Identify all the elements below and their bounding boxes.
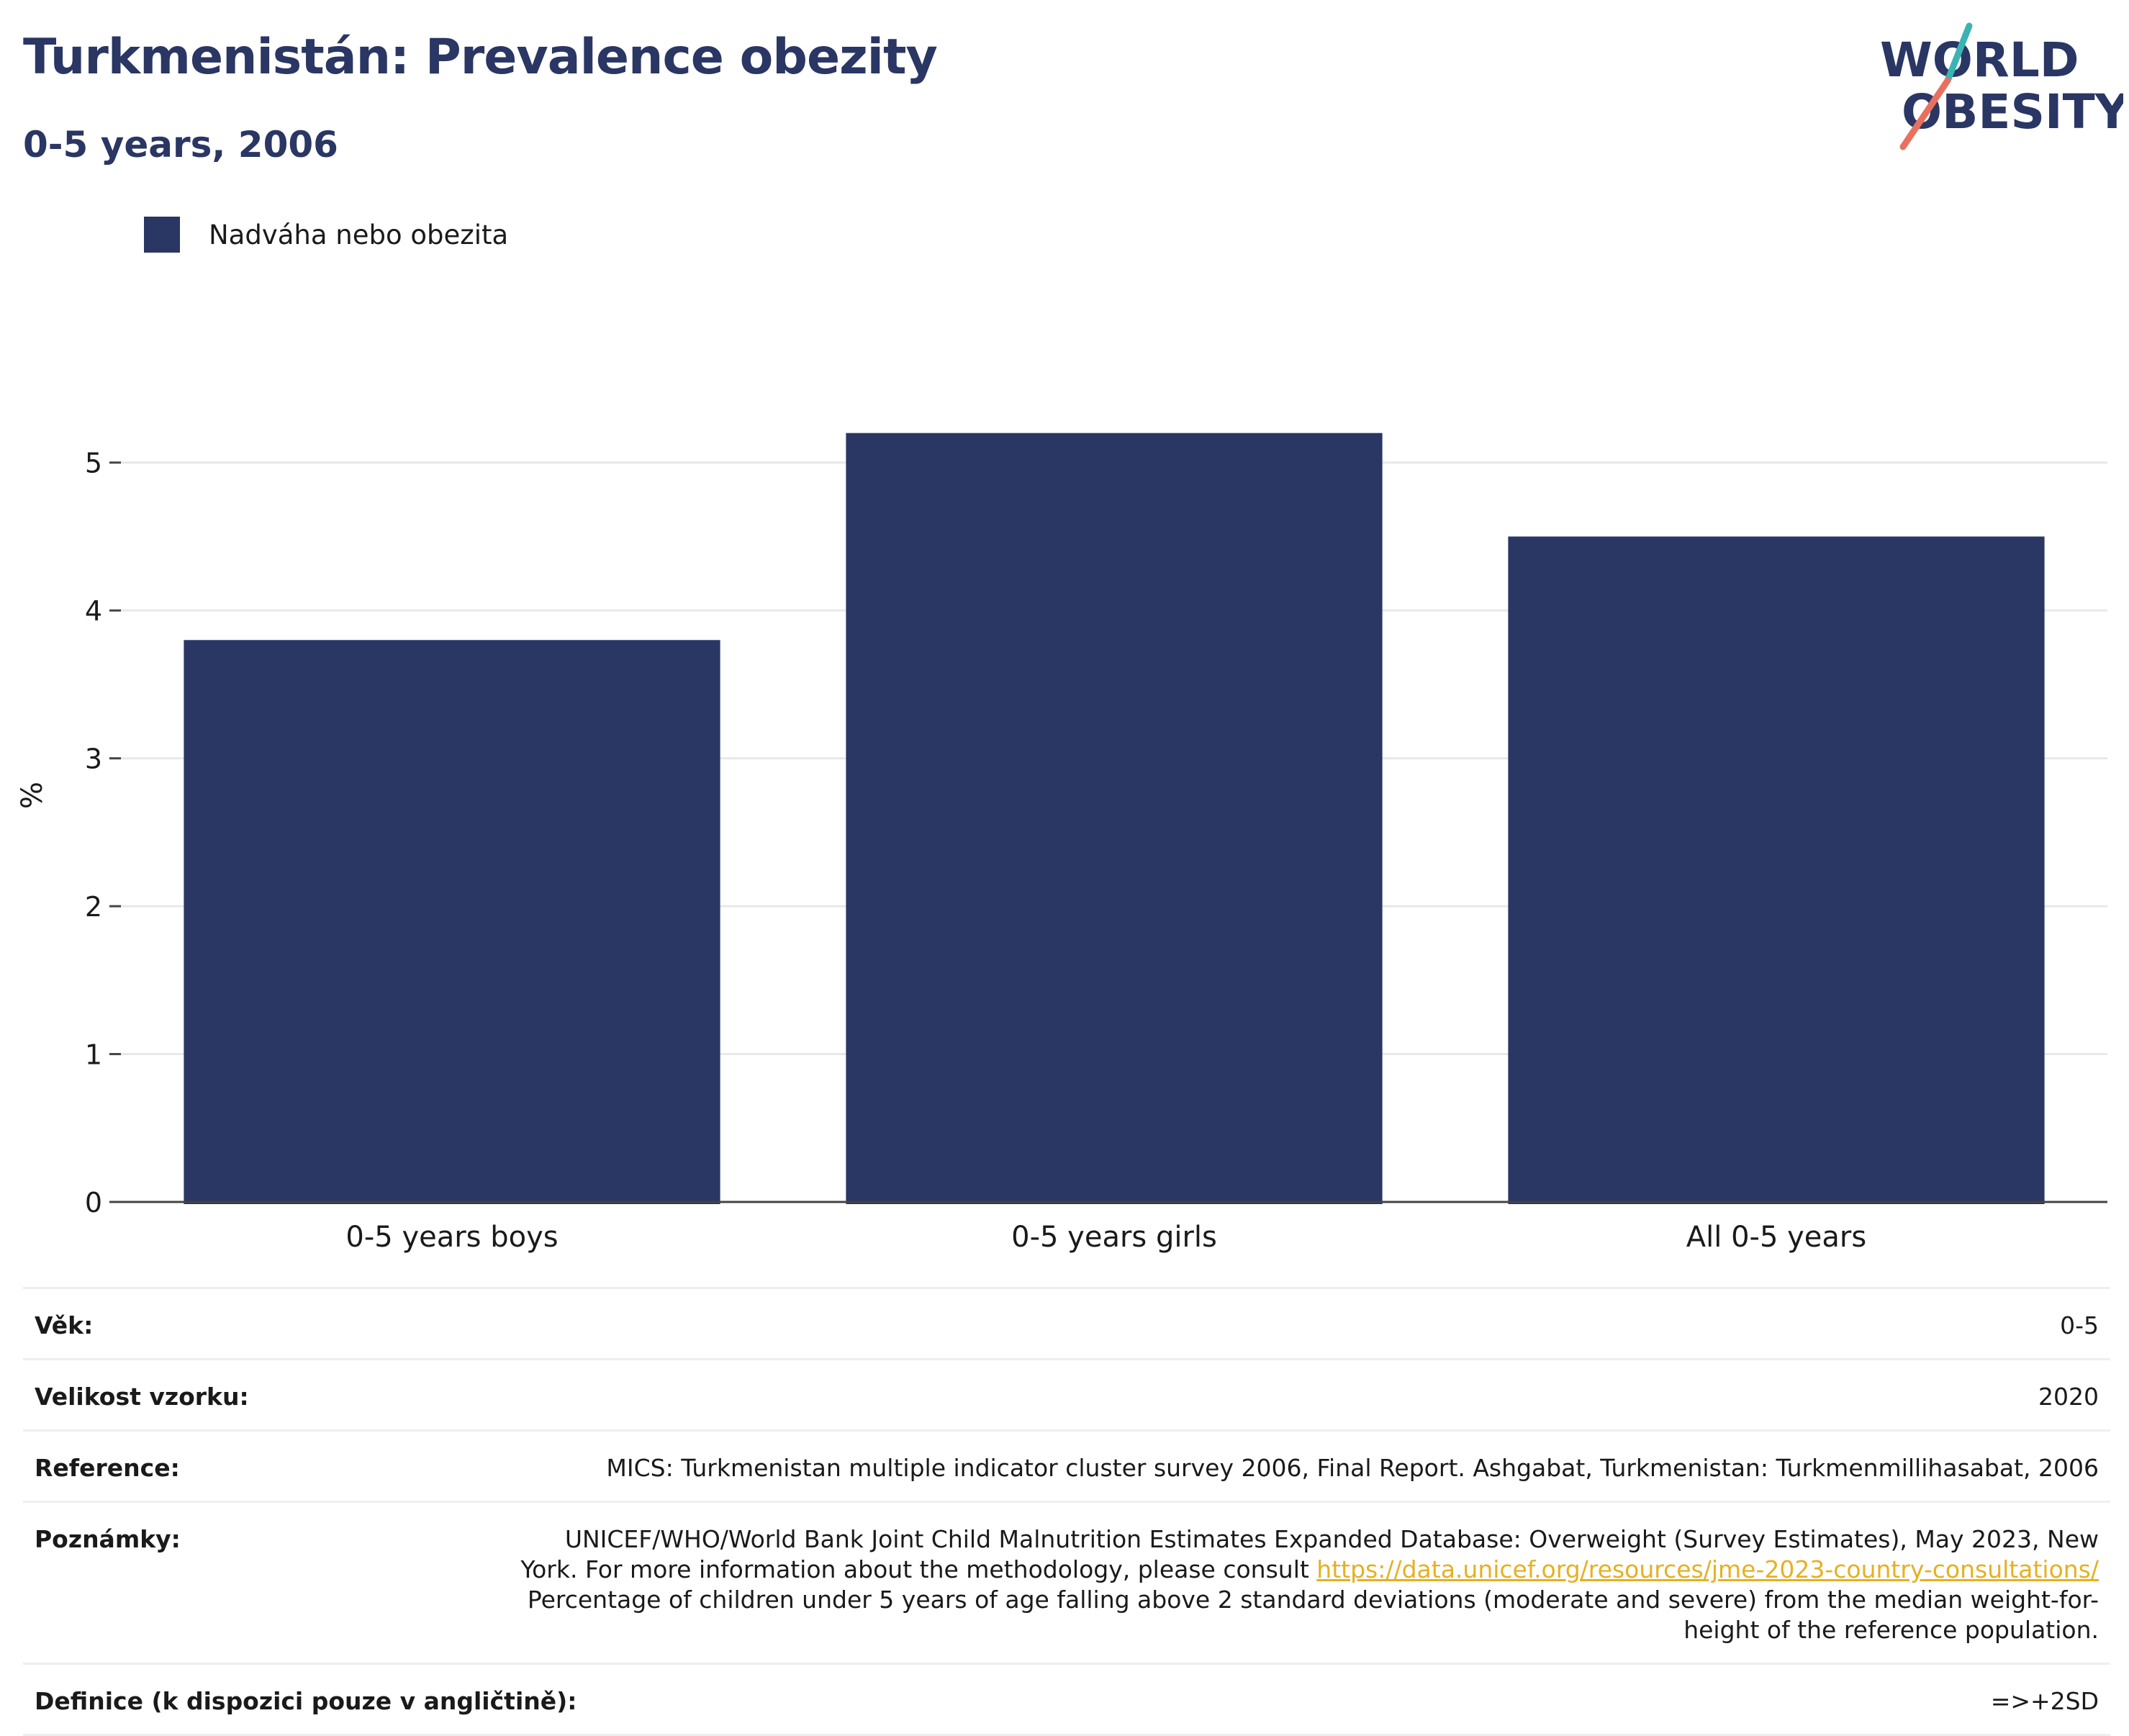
legend[interactable]: Nadváha nebo obezita xyxy=(144,213,508,256)
logo-line1: WORLD xyxy=(1880,32,2079,88)
world-obesity-logo: WORLD OBESITY xyxy=(1880,22,2123,150)
x-tick-label: All 0-5 years xyxy=(1686,1221,1866,1254)
y-tick-label: 4 xyxy=(85,595,102,627)
x-tick-label: 0-5 years boys xyxy=(345,1221,558,1254)
bar[interactable] xyxy=(846,433,1383,1204)
y-axis-ticks: 0 1 2 3 4 5 xyxy=(85,448,121,1219)
notes-line-4: height of the reference population. xyxy=(1683,1616,2099,1644)
meta-age-label: Věk: xyxy=(35,1311,94,1339)
chart-subtitle: 0-5 years, 2006 xyxy=(23,124,338,166)
meta-reference-value: MICS: Turkmenistan multiple indicator cl… xyxy=(606,1454,2099,1482)
metadata-table: Věk: 0-5 Velikost vzorku: 2020 Reference… xyxy=(23,1287,2110,1736)
legend-swatch xyxy=(144,217,180,253)
meta-reference-label: Reference: xyxy=(35,1454,180,1482)
methodology-link[interactable]: https://data.unicef.org/resources/jme-20… xyxy=(1316,1555,2099,1583)
meta-row-notes: Poznámky: UNICEF/WHO/World Bank Joint Ch… xyxy=(23,1501,2110,1663)
meta-row-age: Věk: 0-5 xyxy=(23,1287,2110,1358)
logo-slash-red xyxy=(1899,77,1951,150)
bar[interactable] xyxy=(184,640,720,1204)
meta-row-definition: Definice (k dispozici pouze v angličtině… xyxy=(23,1663,2110,1736)
meta-notes-value: UNICEF/WHO/World Bank Joint Child Malnut… xyxy=(267,1524,2099,1645)
meta-definition-value: =>+2SD xyxy=(1990,1687,2099,1715)
y-tick-label: 3 xyxy=(85,743,102,775)
chart-title: Turkmenistán: Prevalence obezity xyxy=(23,29,938,86)
x-axis-ticks: 0-5 years boys 0-5 years girls All 0-5 yea… xyxy=(345,1221,1866,1254)
bar-chart: 0 1 2 3 4 5 0-5 years boys 0-5 years girls All … xyxy=(16,433,2107,1254)
y-axis-label: % xyxy=(16,782,49,809)
meta-row-reference: Reference: MICS: Turkmenistan multiple i… xyxy=(23,1429,2110,1501)
y-tick-label: 1 xyxy=(85,1039,102,1071)
bars xyxy=(184,433,2045,1204)
bar[interactable] xyxy=(1508,536,2045,1204)
notes-line-3: Percentage of children under 5 years of … xyxy=(527,1586,2099,1614)
meta-sample-label: Velikost vzorku: xyxy=(35,1383,249,1411)
notes-line-2-prefix: York. For more information about the met… xyxy=(520,1555,1317,1583)
y-tick-label: 0 xyxy=(85,1187,102,1219)
meta-age-value: 0-5 xyxy=(2060,1311,2099,1339)
meta-row-sample: Velikost vzorku: 2020 xyxy=(23,1358,2110,1429)
notes-line-1: UNICEF/WHO/World Bank Joint Child Malnut… xyxy=(564,1525,2099,1553)
logo-slash-teal xyxy=(1944,22,1973,84)
meta-definition-label: Definice (k dispozici pouze v angličtině… xyxy=(35,1687,577,1715)
y-tick-label: 5 xyxy=(85,448,102,479)
y-tick-label: 2 xyxy=(85,891,102,923)
meta-sample-value: 2020 xyxy=(2038,1383,2099,1411)
meta-notes-label: Poznámky: xyxy=(35,1525,181,1553)
notes-line-2: York. For more information about the met… xyxy=(267,1555,2099,1585)
x-tick-label: 0-5 years girls xyxy=(1011,1221,1217,1254)
legend-label: Nadváha nebo obezita xyxy=(209,219,509,250)
